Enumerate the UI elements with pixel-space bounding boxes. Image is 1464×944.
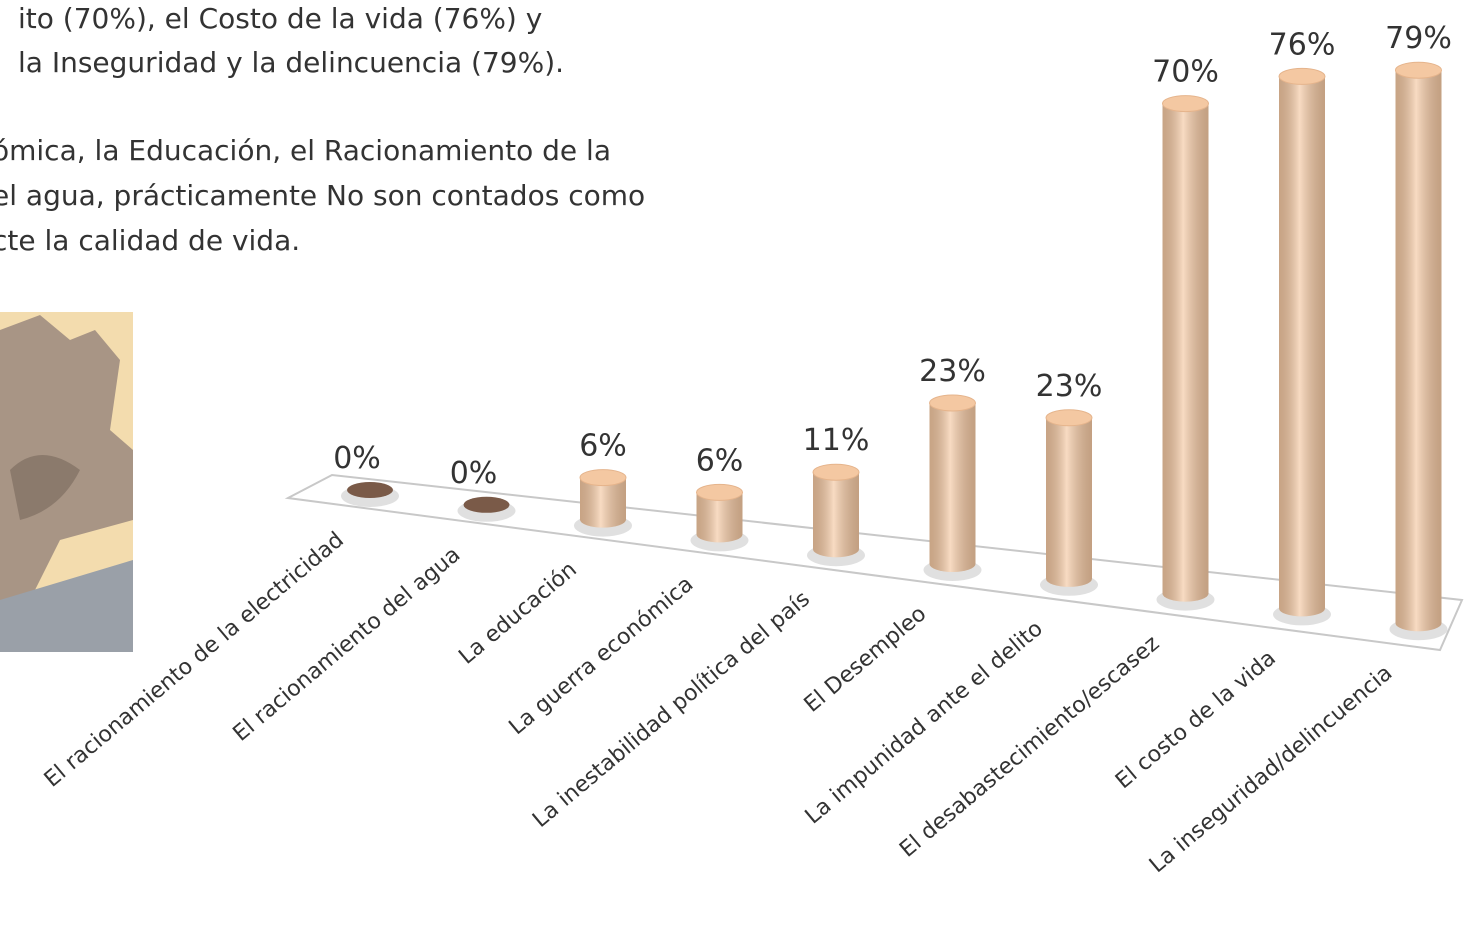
bar-shade xyxy=(696,492,743,543)
bar xyxy=(1278,67,1326,617)
bar-top xyxy=(929,394,976,412)
value-label: 23% xyxy=(919,354,986,389)
bar-top xyxy=(579,469,627,487)
bar-top xyxy=(696,483,743,501)
body-text: la Inseguridad y la delincuencia (79%). xyxy=(18,46,564,79)
bar-shade xyxy=(1046,417,1092,587)
bar xyxy=(347,482,393,498)
bar-shade xyxy=(929,403,976,572)
x-tick-label: El Desempleo xyxy=(800,601,932,717)
bar-shade xyxy=(1279,76,1325,617)
value-label: 0% xyxy=(450,456,498,491)
body-text: ómica, la Educación, el Racionamiento de… xyxy=(0,134,611,167)
value-label: 11% xyxy=(803,423,870,458)
x-tick-label: La educación xyxy=(454,557,581,670)
bar-top xyxy=(1278,67,1326,85)
body-text: ito (70%), el Costo de la vida (76%) y xyxy=(18,2,542,35)
bar xyxy=(1395,61,1442,632)
bar xyxy=(1162,95,1209,602)
cartoon xyxy=(0,312,133,652)
bar-top xyxy=(1162,95,1209,113)
bar-shade xyxy=(1162,103,1209,602)
body-text: cte la calidad de vida. xyxy=(0,224,300,257)
value-label: 70% xyxy=(1152,55,1219,90)
bar xyxy=(1045,409,1093,587)
value-label: 6% xyxy=(696,443,744,478)
bar xyxy=(696,483,743,543)
x-tick-label: El racionamiento del agua xyxy=(229,542,466,746)
bar xyxy=(929,394,976,572)
bar-top xyxy=(812,463,860,481)
value-label: 76% xyxy=(1269,27,1336,62)
body-text: el agua, prácticamente No son contados c… xyxy=(0,179,645,212)
value-label: 23% xyxy=(1036,369,1103,404)
x-tick-label: La inseguridad/delincuencia xyxy=(1145,661,1397,878)
bar-top xyxy=(1395,61,1442,79)
x-tick-label: La inestabilidad política del país xyxy=(528,587,815,833)
bar-shade xyxy=(813,472,859,558)
bar-shade xyxy=(580,477,626,528)
value-label: 79% xyxy=(1385,21,1452,56)
x-tick-label: La impunidad ante el delito xyxy=(801,616,1048,829)
bar-shade xyxy=(1395,70,1442,632)
value-label: 6% xyxy=(579,429,627,464)
bar xyxy=(463,496,510,513)
x-tick-label: El desabastecimiento/escasez xyxy=(895,631,1164,863)
bar-top xyxy=(1045,409,1093,427)
bar xyxy=(812,463,860,558)
value-label: 0% xyxy=(333,441,381,476)
bar xyxy=(579,469,627,528)
